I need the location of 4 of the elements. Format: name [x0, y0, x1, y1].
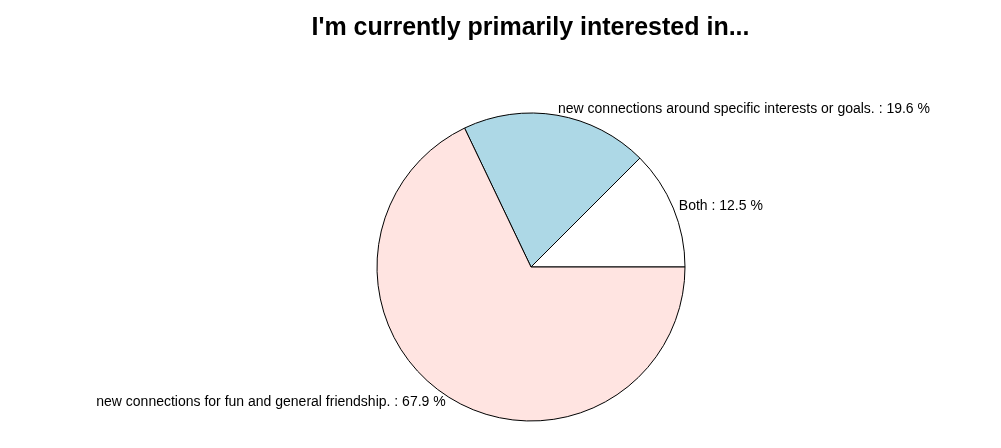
slice-label: new connections around specific interests or goals. : 19.6 % — [558, 100, 930, 117]
chart-title: I'm currently primarily interested in... — [311, 12, 750, 40]
slice-label: Both : 12.5 % — [678, 196, 763, 213]
slice-label: new connections for fun and general friendship. : 67.9 % — [96, 393, 446, 410]
